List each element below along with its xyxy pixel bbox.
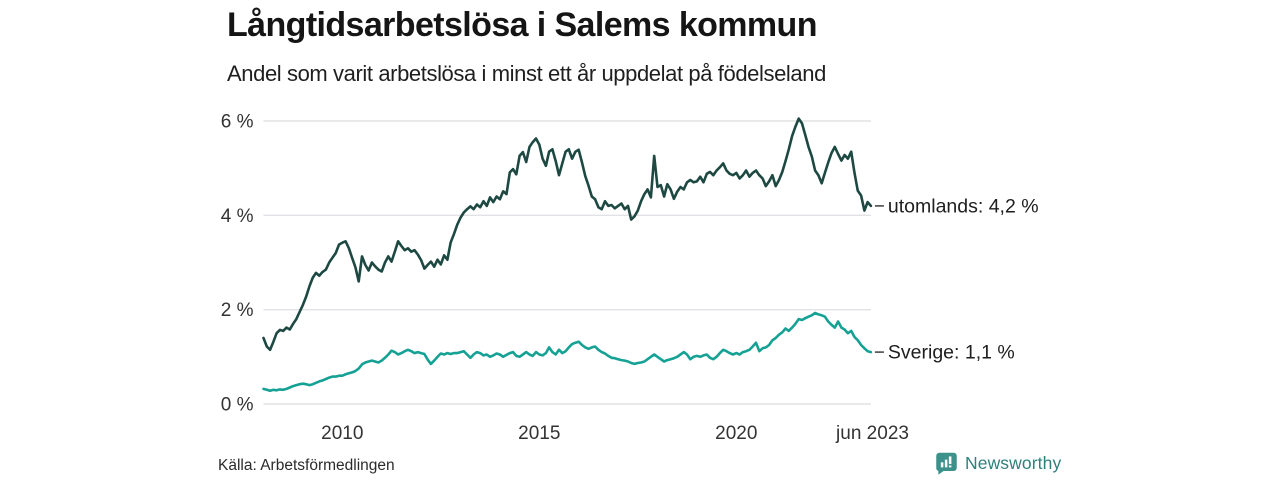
bar-exclamation (948, 456, 952, 465)
x-tick-label-2: 2020 (715, 423, 757, 444)
y-tick-label-3: 6 % (221, 112, 254, 133)
y-tick-label-1: 2 % (221, 300, 254, 321)
brand-name: Newsworthy (965, 453, 1062, 473)
series-end-label-Sverige: Sverige: 1,1 % (888, 342, 1015, 364)
chart-subtitle: Andel som varit arbetslösa i minst ett å… (227, 61, 826, 86)
bar-medium (944, 459, 948, 468)
series-line-Sverige (262, 311, 873, 393)
newsworthy-icon (936, 452, 957, 475)
x-tick-label-0: 2010 (321, 423, 363, 444)
bar-small (940, 462, 944, 468)
x-tick-label-3: jun 2023 (835, 423, 909, 444)
bar-exclamation-dot (948, 465, 952, 468)
chart-title: Långtidsarbetslösa i Salems kommun (227, 6, 817, 44)
y-tick-label-0: 0 % (221, 395, 254, 416)
brand-logo: Newsworthy (935, 452, 1061, 475)
series-end-label-utomlands: utomlands: 4,2 % (888, 195, 1039, 217)
series-line-utomlands (262, 117, 873, 352)
y-tick-label-2: 4 % (221, 206, 254, 227)
source-caption: Källa: Arbetsförmedlingen (218, 457, 395, 474)
x-tick-label-1: 2015 (518, 423, 560, 444)
